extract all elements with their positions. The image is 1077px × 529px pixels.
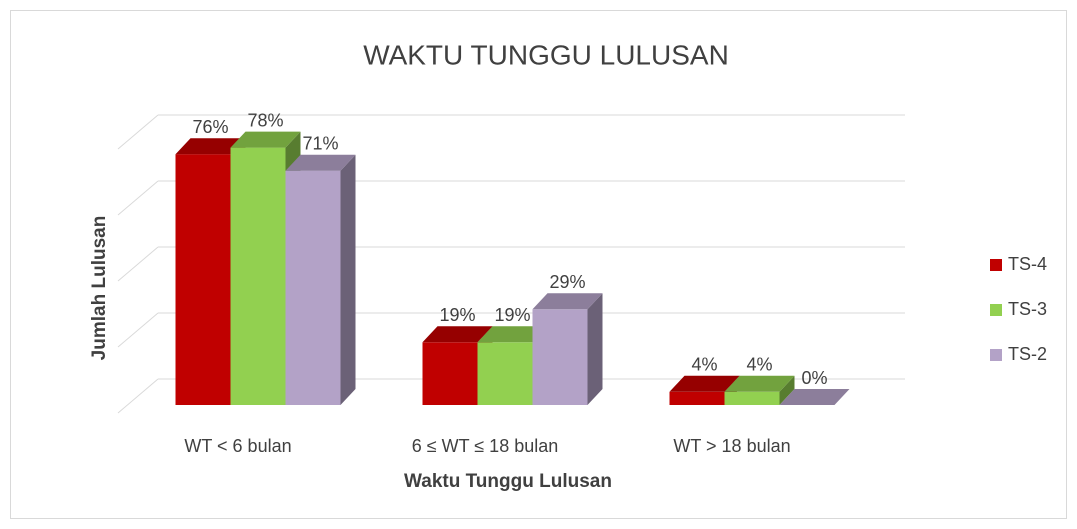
grid-line <box>117 378 159 414</box>
bar <box>669 391 725 405</box>
grid-line <box>117 180 159 216</box>
data-label: 76% <box>192 117 228 137</box>
grid-line <box>117 114 159 150</box>
legend-swatch <box>990 349 1002 361</box>
bar <box>422 342 478 405</box>
y-axis-title: Jumlah Lulusan <box>89 216 110 361</box>
x-tick-label: 6 ≤ WT ≤ 18 bulan <box>412 436 559 456</box>
data-label: 4% <box>746 355 772 375</box>
bar-top <box>477 326 548 343</box>
bar-top <box>175 138 246 155</box>
x-axis-title: Waktu Tunggu Lulusan <box>404 471 612 492</box>
bar-top <box>230 131 301 148</box>
bar <box>285 170 341 405</box>
grid-line <box>117 312 159 348</box>
bar-top <box>422 326 493 343</box>
legend-label: TS-2 <box>1008 344 1047 364</box>
bar-top <box>532 293 603 310</box>
data-label: 71% <box>302 133 338 153</box>
legend-swatch <box>990 259 1002 271</box>
bar-side <box>587 293 603 405</box>
grid-line <box>117 246 159 282</box>
bar <box>532 309 588 405</box>
data-label: 29% <box>549 272 585 292</box>
bar-top <box>779 389 850 405</box>
data-label: 4% <box>691 355 717 375</box>
bar-top <box>724 375 795 392</box>
chart-title: WAKTU TUNGGU LULUSAN <box>363 39 729 70</box>
bar <box>175 154 231 405</box>
data-label: 78% <box>247 110 283 130</box>
bar-top <box>285 154 356 171</box>
x-tick-label: WT > 18 bulan <box>673 436 790 456</box>
x-tick-label: WT < 6 bulan <box>184 436 291 456</box>
bar-top <box>669 375 740 392</box>
data-label: 19% <box>439 305 475 325</box>
data-label: 19% <box>494 305 530 325</box>
legend-label: TS-3 <box>1008 299 1047 319</box>
data-label: 0% <box>801 368 827 388</box>
bar <box>724 391 780 405</box>
bar-side <box>779 375 795 405</box>
legend-label: TS-4 <box>1008 254 1047 274</box>
bar-side <box>340 154 356 405</box>
bar <box>230 147 286 405</box>
legend-swatch <box>990 304 1002 316</box>
bar <box>477 342 533 405</box>
